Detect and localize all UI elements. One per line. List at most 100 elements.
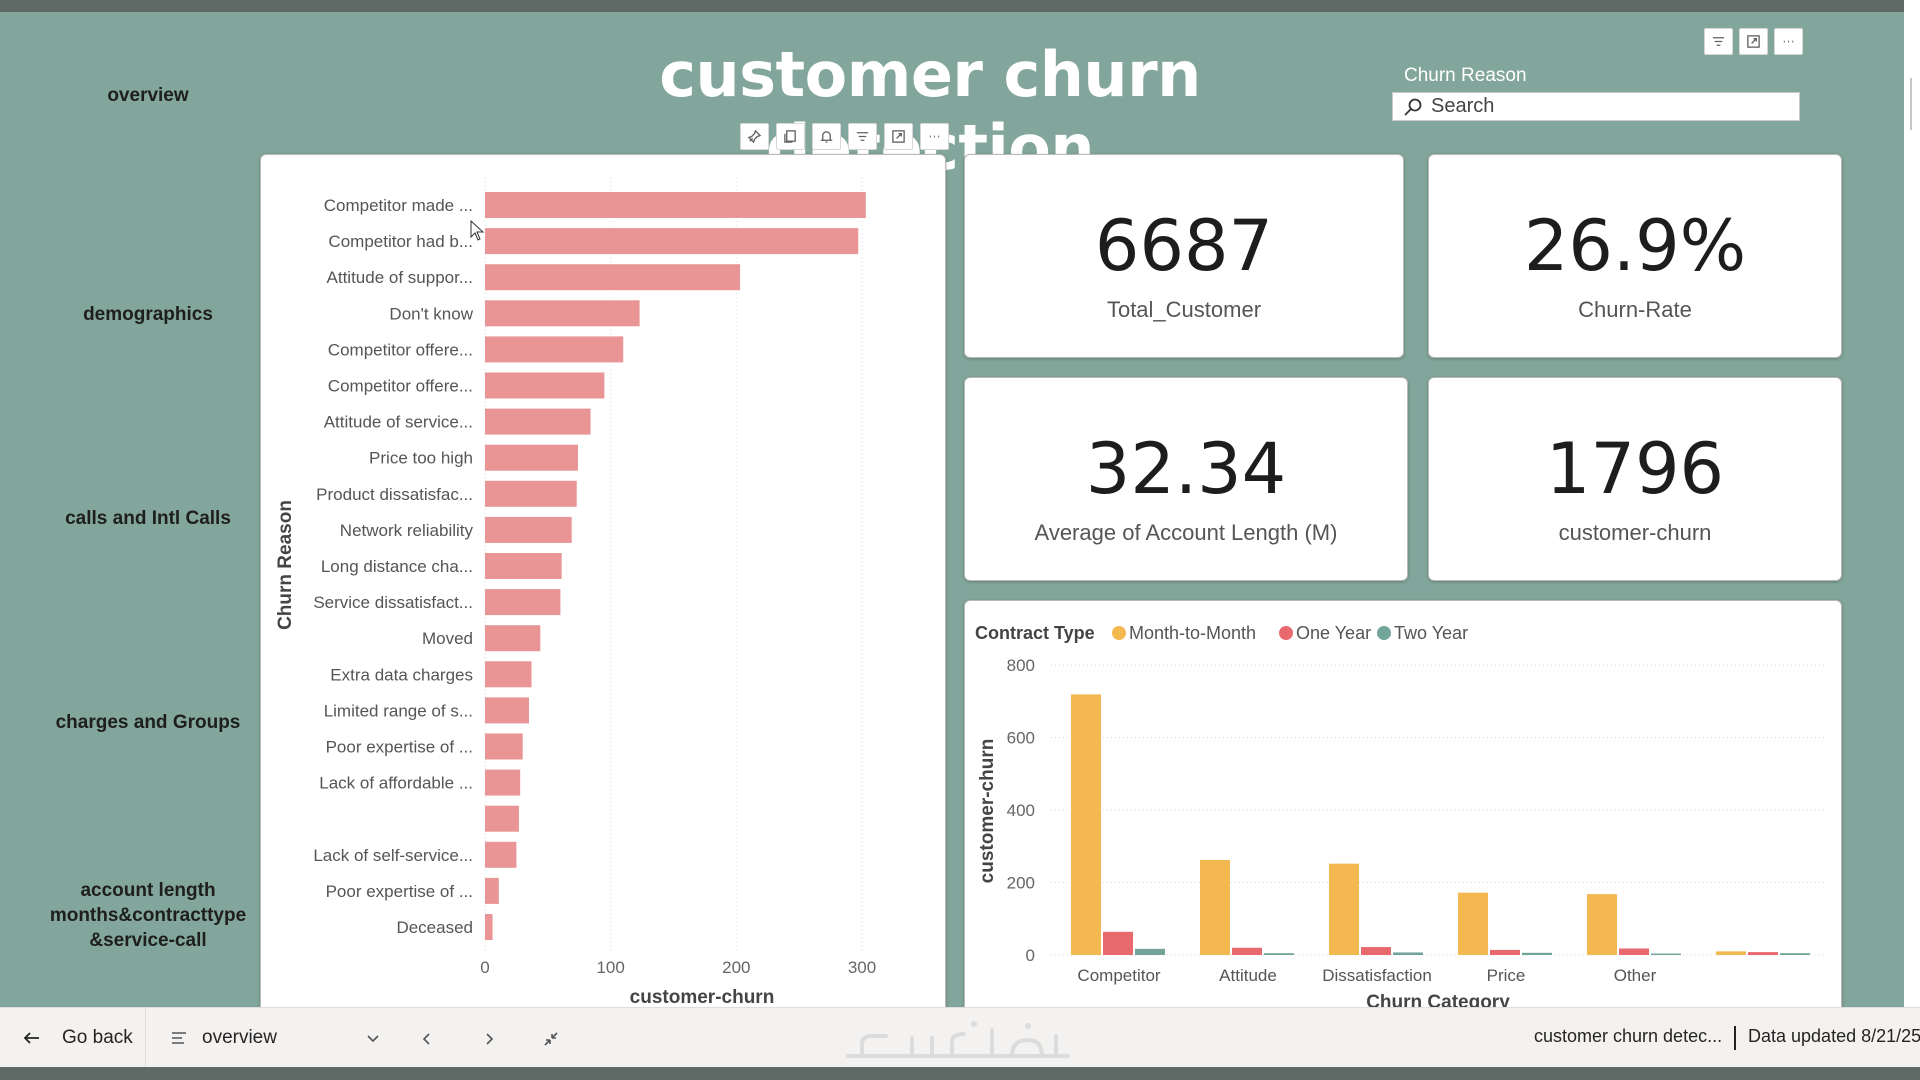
pages-list-icon xyxy=(172,1032,186,1044)
churn-reason-chart-svg: 0 100 200 300 Competitor made ... Competitor … xyxy=(275,177,876,1008)
chevron-down-icon xyxy=(367,1035,379,1043)
nav-link-charges[interactable]: charges and Groups xyxy=(55,712,241,733)
next-page-button[interactable] xyxy=(476,1026,502,1052)
bar xyxy=(485,372,605,399)
report-canvas: overview demographics calls and Intl Cal… xyxy=(0,12,1904,1018)
copy-icon[interactable] xyxy=(776,123,805,150)
category-label: Lack of affordable ... xyxy=(319,774,473,793)
category-label: Attitude xyxy=(1219,966,1277,985)
mouse-cursor-icon xyxy=(470,220,485,241)
collapse-icon xyxy=(544,1032,558,1046)
page-selector[interactable]: overview xyxy=(170,1008,390,1068)
go-back-button[interactable]: Go back xyxy=(0,1008,146,1068)
bar xyxy=(485,553,562,579)
category-label: Competitor had b... xyxy=(328,232,473,251)
column-one-year xyxy=(1361,947,1391,955)
column-month-to-month xyxy=(1587,894,1617,955)
column-month-to-month xyxy=(1071,694,1101,955)
y-tick-label: 200 xyxy=(1007,874,1035,893)
category-label: Deceased xyxy=(396,918,473,937)
focus-mode-icon[interactable] xyxy=(884,123,913,150)
focus-mode-icon[interactable] xyxy=(1739,28,1768,55)
category-label: Extra data charges xyxy=(330,665,473,684)
arrow-left-icon xyxy=(23,1032,39,1044)
category-label: Service dissatisfact... xyxy=(313,593,473,612)
x-tick-label: 300 xyxy=(848,958,876,977)
avg-account-length-value: 32.34 xyxy=(1085,428,1287,510)
slicer-search[interactable] xyxy=(1392,92,1800,121)
page-selector-label: overview xyxy=(202,1027,277,1048)
nav-link-demographics[interactable]: demographics xyxy=(83,304,213,325)
avg-account-length-card[interactable]: 32.34 Average of Account Length (M) xyxy=(964,377,1408,581)
alert-icon[interactable] xyxy=(812,123,841,150)
chevron-right-icon xyxy=(486,1033,494,1045)
total-customer-label: Total_Customer xyxy=(1106,297,1262,322)
search-input[interactable] xyxy=(1431,95,1791,118)
x-axis-title: customer-churn xyxy=(630,987,775,1008)
legend-marker xyxy=(1279,626,1293,640)
y-axis-title: Churn Reason xyxy=(275,500,296,630)
column-month-to-month xyxy=(1716,951,1746,955)
bar xyxy=(485,444,578,471)
churn-category-column-chart[interactable]: 0 200 400 600 800 Competitor Attitude Dissatisf… xyxy=(964,600,1842,1018)
go-back-label: Go back xyxy=(62,1027,133,1048)
column-one-year xyxy=(1103,931,1133,955)
fit-to-page-button[interactable] xyxy=(538,1026,564,1052)
vertical-scrollbar[interactable] xyxy=(1904,0,1920,1008)
total-customer-card[interactable]: 6687 Total_Customer xyxy=(964,154,1404,358)
filter-icon[interactable] xyxy=(1704,28,1733,55)
bar xyxy=(485,589,561,616)
y-tick-label: 600 xyxy=(1007,729,1035,748)
slicer-title: Churn Reason xyxy=(1404,65,1527,86)
category-label: Competitor offere... xyxy=(328,340,473,359)
bar xyxy=(485,805,519,832)
churn-reason-bar-chart[interactable]: 0 100 200 300 Competitor made ... Competitor … xyxy=(260,154,946,1018)
footer-divider xyxy=(1734,1026,1736,1050)
category-label: Moved xyxy=(422,629,473,648)
column-two-year xyxy=(1393,952,1423,955)
visual-header-toolbar xyxy=(740,123,949,150)
nav-link-overview[interactable]: overview xyxy=(107,85,189,106)
bar xyxy=(485,336,624,363)
category-label: Price xyxy=(1487,966,1526,985)
report-toolbar xyxy=(1704,28,1803,55)
column-two-year xyxy=(1522,952,1552,955)
column-month-to-month xyxy=(1200,860,1230,955)
bar xyxy=(485,769,521,796)
bar xyxy=(485,697,529,724)
data-updated-label: Data updated 8/21/25 xyxy=(1748,1026,1920,1046)
more-options-icon[interactable] xyxy=(920,123,949,150)
category-label: Poor expertise of ... xyxy=(326,882,473,901)
churn-rate-card[interactable]: 26.9% Churn-Rate xyxy=(1428,154,1842,358)
legend-title: Contract Type xyxy=(975,623,1095,643)
column-two-year xyxy=(1264,953,1294,955)
category-label: Competitor offere... xyxy=(328,377,473,396)
more-options-icon[interactable] xyxy=(1774,28,1803,55)
customer-churn-value: 1796 xyxy=(1545,428,1725,510)
customer-churn-label: customer-churn xyxy=(1558,520,1712,545)
watermark-logo xyxy=(846,1021,1070,1058)
column-one-year xyxy=(1748,952,1778,955)
previous-page-button[interactable] xyxy=(414,1026,440,1052)
category-label: Attitude of suppor... xyxy=(327,268,473,287)
bar xyxy=(485,516,572,543)
y-axis-title: customer-churn xyxy=(977,739,998,884)
pin-icon[interactable] xyxy=(740,123,769,150)
category-label: Limited range of s... xyxy=(324,701,473,720)
customer-churn-card[interactable]: 1796 customer-churn xyxy=(1428,377,1842,581)
chevron-left-icon xyxy=(422,1033,430,1045)
filter-icon[interactable] xyxy=(848,123,877,150)
nav-link-account-length[interactable]: account length months&contracttype &serv… xyxy=(49,880,247,951)
bar xyxy=(485,264,741,291)
bar xyxy=(485,228,859,255)
x-tick-label: 100 xyxy=(596,958,624,977)
total-customer-value: 6687 xyxy=(1094,205,1274,287)
nav-link-calls[interactable]: calls and Intl Calls xyxy=(65,508,231,529)
churn-category-chart-svg: 0 200 400 600 800 Competitor Attitude Dissatisf… xyxy=(975,623,1825,1013)
bar xyxy=(485,300,640,327)
column-two-year xyxy=(1651,953,1681,955)
column-one-year xyxy=(1490,949,1520,955)
bar xyxy=(485,408,591,435)
bar xyxy=(485,914,493,940)
y-tick-label: 400 xyxy=(1007,801,1035,820)
